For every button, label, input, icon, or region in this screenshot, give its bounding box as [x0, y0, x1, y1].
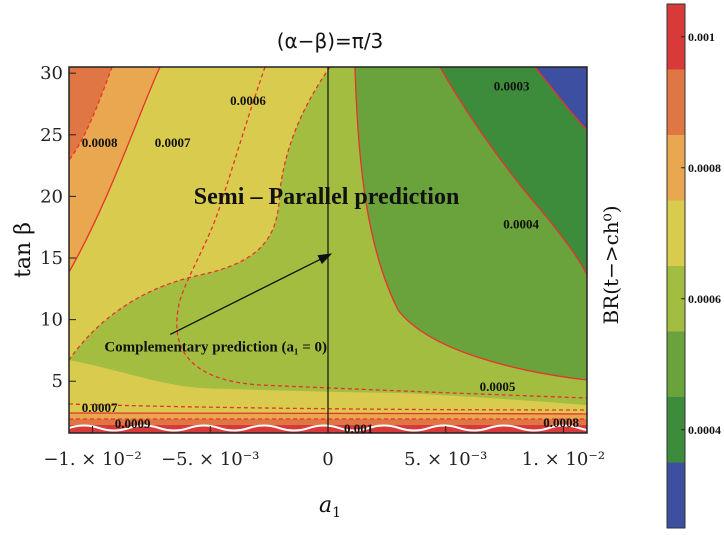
- contour-label: 0.0008: [82, 135, 118, 150]
- chart-title: (α−β)=π/3: [277, 29, 384, 53]
- y-tick-label: 15: [40, 248, 63, 269]
- colorbar-segment: [667, 200, 685, 266]
- colorbar-segment: [667, 4, 685, 70]
- x-tick-label: 0: [322, 449, 333, 470]
- region-0.0004: [440, 67, 587, 275]
- contour-line-0.0009: [69, 67, 113, 161]
- y-tick-label: 30: [40, 63, 63, 84]
- contour-label: 0.0007: [155, 135, 191, 150]
- colorbar-segment: [667, 135, 685, 201]
- x-tick-label: 5. × 10⁻³: [404, 449, 487, 470]
- contour-line-0.0005: [354, 67, 587, 381]
- region-0.0007: [69, 67, 330, 360]
- contour-line-wavy: [69, 424, 587, 432]
- contour-label: 0.001: [344, 421, 373, 436]
- y-axis-ticks: 5 10 15 20 25 30: [40, 63, 76, 392]
- colorbar-segment: [667, 462, 685, 528]
- contour-line-0.0006: [176, 67, 587, 399]
- contour-label: 0.0004: [503, 216, 539, 231]
- contour-line-0.0003: [534, 67, 587, 131]
- contour-label: 0.0008: [543, 415, 579, 430]
- colorbar-segment: [667, 266, 685, 332]
- colorbar-title: BR(t−>ch⁰): [599, 205, 623, 324]
- annotation-arrow: [169, 253, 333, 335]
- colorbar-segment: [667, 69, 685, 135]
- colorbar-tick-label: 0.0006: [688, 292, 721, 306]
- contour-label: 0.0007: [82, 400, 118, 415]
- colorbar-tick-label: 0.001: [688, 30, 715, 44]
- contour-line-0.0008: [69, 67, 161, 273]
- contour-label: 0.0003: [494, 78, 530, 93]
- contour-labels: 0.0003 0.0004 0.0005 0.0006 0.0007 0.0008 0.00…: [82, 78, 580, 436]
- contour-label: 0.0005: [480, 379, 516, 394]
- x-axis-title: a1: [319, 493, 341, 521]
- contour-line-low-2: [69, 412, 587, 415]
- colorbar-segment: [667, 397, 685, 463]
- colorbar-tick-label: 0.0008: [688, 161, 721, 175]
- y-tick-label: 5: [52, 371, 63, 392]
- region-0.0006: [340, 67, 587, 405]
- x-tick-label: −1. × 10⁻²: [43, 449, 141, 470]
- contour-line-low-1: [69, 403, 587, 411]
- colorbar-frame: [666, 3, 686, 529]
- contour-line-0.0007: [69, 67, 331, 361]
- colorbar-segment: [667, 331, 685, 397]
- y-tick-label: 20: [40, 186, 63, 207]
- plot-area: [69, 67, 587, 433]
- y-axis-title: tan β: [11, 222, 36, 278]
- y-tick-label: 10: [40, 310, 63, 331]
- y-tick-label: 25: [40, 125, 63, 146]
- contour-label: 0.0006: [230, 93, 266, 108]
- colorbar-tick-label: 0.0004: [688, 423, 721, 437]
- annotation-text: Complementary prediction (a₁ = 0): [104, 340, 327, 356]
- x-tick-label: 1. × 10⁻²: [522, 449, 605, 470]
- region-0.0009-top: [69, 67, 112, 160]
- x-axis-ticks: −1. × 10⁻² −5. × 10⁻³ 0 5. × 10⁻³ 1. × 10⁻²: [43, 426, 605, 470]
- colorbar: 0.0004 0.0006 0.0008 0.001: [666, 3, 721, 529]
- contour-line-0.0004: [439, 67, 587, 276]
- contour-label: 0.0009: [115, 416, 151, 431]
- annotations: Semi – Parallel prediction Complementary …: [104, 184, 459, 356]
- x-tick-label: −5. × 10⁻³: [161, 449, 259, 470]
- annotation-text: Semi – Parallel prediction: [194, 184, 460, 210]
